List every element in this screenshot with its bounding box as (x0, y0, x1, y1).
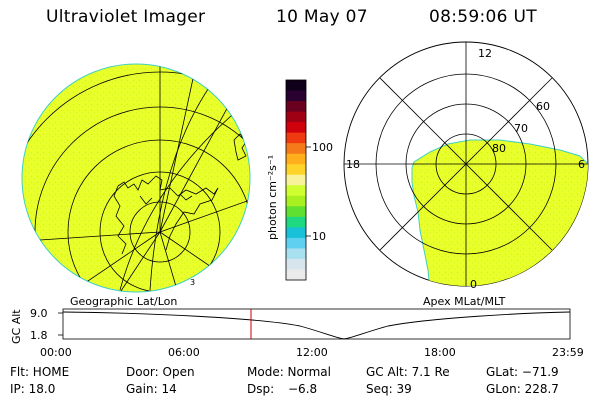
altitude-plot: 9.0 1.8 GC Alt 00:00 06:00 12:00 18:00 2… (10, 307, 584, 359)
seq-value: Seq: 39 (366, 382, 412, 396)
colorbar-cell (286, 122, 306, 134)
alt-xtick-2359: 23:59 (552, 346, 584, 359)
colorbar-cell (286, 153, 306, 165)
mlt-18-label: 18 (346, 158, 360, 171)
mode-status: Mode: Normal (247, 365, 331, 379)
coastline (113, 133, 247, 255)
colorbar-cell (286, 216, 306, 228)
alt-xtick-0600: 06:00 (168, 346, 200, 359)
colorbar-cell (286, 206, 306, 218)
colorbar-cell (286, 111, 306, 123)
alt-ytick-1-8: 1.8 (30, 329, 48, 342)
map-mark: 3 (190, 278, 195, 287)
door-status: Door: Open (126, 365, 195, 379)
mlat-80-label: 80 (492, 142, 506, 155)
geographic-panel-label: Geographic Lat/Lon (70, 295, 177, 308)
colorbar-cell (286, 248, 306, 260)
image-title: Ultraviolet Imager (46, 7, 206, 27)
glat-value: GLat: −71.9 (486, 365, 559, 379)
gc-alt-value: GC Alt: 7.1 Re (366, 365, 450, 379)
colorbar-cell (286, 164, 306, 176)
colorbar-cell (286, 269, 306, 281)
mlt-0-label: 0 (470, 278, 477, 291)
image-time: 08:59:06 UT (429, 7, 537, 27)
mlat-70-label: 70 (514, 122, 528, 135)
colorbar-cell (286, 227, 306, 239)
mlat-mlt-panel-label: Apex MLat/MLT (423, 295, 506, 308)
uv-emission-region (411, 139, 588, 286)
colorbar-tick-100: 100 (312, 141, 333, 154)
colorbar-cell (286, 195, 306, 207)
dsp-value: −6.8 (288, 382, 318, 396)
flight-mode: Flt: HOME (10, 365, 70, 379)
dsp-label: Dsp: (247, 382, 275, 396)
mlt-6-label: 6 (578, 158, 585, 171)
ip-value: IP: 18.0 (10, 382, 56, 396)
image-date: 10 May 07 (276, 7, 368, 27)
mlt-12-label: 12 (478, 47, 492, 60)
alt-xtick-1800: 18:00 (424, 346, 456, 359)
mlat-60-label: 60 (536, 100, 550, 113)
alt-ytick-9: 9.0 (30, 307, 48, 320)
colorbar-cell (286, 174, 306, 186)
polar-grid (344, 42, 588, 286)
colorbar-unit-label: photon cm⁻²s⁻¹ (266, 155, 279, 240)
alt-xtick-1200: 12:00 (296, 346, 328, 359)
colorbar: 100 10 photon cm⁻²s⁻¹ (266, 79, 333, 281)
colorbar-cell (286, 258, 306, 270)
uv-emission-disk (21, 63, 251, 293)
glon-value: GLon: 228.7 (486, 382, 559, 396)
colorbar-tick-10: 10 (312, 230, 326, 243)
colorbar-cell (286, 185, 306, 197)
colorbar-cell (286, 90, 306, 102)
mlat-mlt-panel: 12 18 6 0 60 70 80 (343, 41, 589, 291)
alt-xtick-0000: 00:00 (40, 346, 72, 359)
colorbar-cell (286, 101, 306, 113)
colorbar-cell (286, 237, 306, 249)
colorbar-cell (286, 143, 306, 155)
alt-ylabel: GC Alt (10, 309, 23, 344)
colorbar-cell (286, 80, 306, 92)
altitude-trace (62, 311, 571, 340)
colorbar-cell (286, 132, 306, 144)
gain-value: Gain: 14 (126, 382, 177, 396)
